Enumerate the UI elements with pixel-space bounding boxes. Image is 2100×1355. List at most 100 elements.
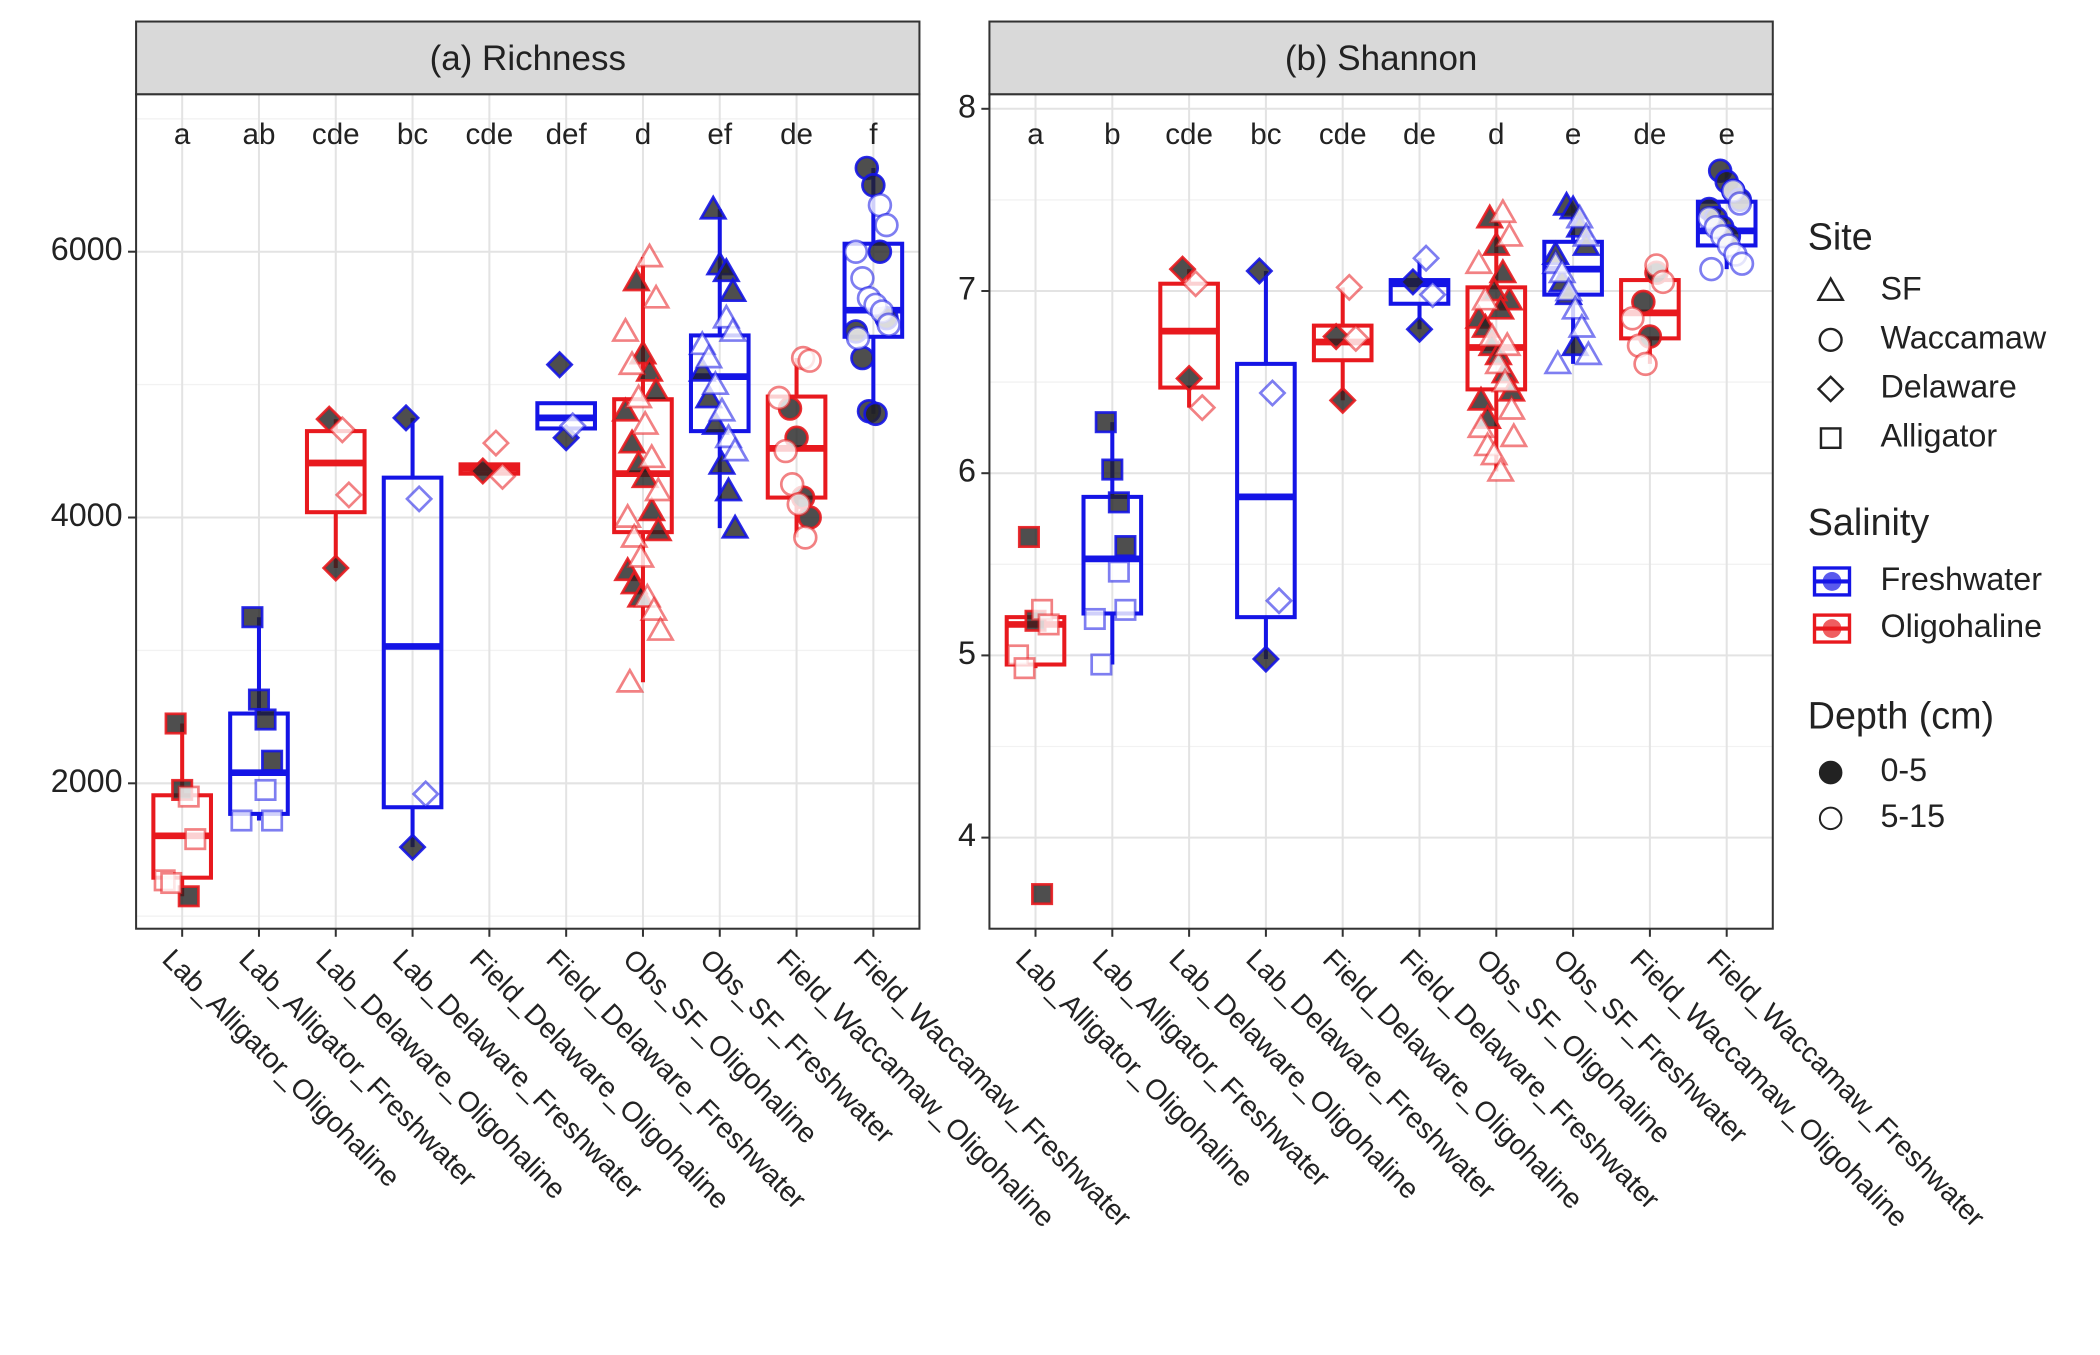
- point: [641, 376, 671, 402]
- point: [617, 349, 647, 376]
- y-tick-label: 4: [958, 817, 976, 853]
- point: [1090, 653, 1113, 676]
- point: [328, 415, 357, 444]
- point: [1017, 525, 1040, 549]
- significance-letter: d: [635, 118, 651, 151]
- legend-label: Freshwater: [1880, 561, 2042, 597]
- point: [398, 833, 427, 862]
- point: [247, 688, 271, 711]
- significance-letter: cde: [1165, 118, 1213, 151]
- point: [694, 383, 724, 409]
- point: [643, 515, 673, 542]
- point: [1466, 412, 1496, 439]
- point: [700, 369, 730, 396]
- point: [643, 476, 673, 502]
- point: [874, 212, 899, 238]
- point: [254, 708, 277, 731]
- point: [611, 316, 640, 342]
- point: [321, 553, 350, 583]
- significance-letter: cde: [312, 118, 360, 151]
- point: [488, 462, 517, 491]
- point: [1571, 221, 1601, 247]
- box: [1235, 361, 1297, 620]
- point: [843, 239, 869, 264]
- legend-title: Depth (cm): [1808, 695, 1994, 737]
- point: [1265, 586, 1294, 615]
- point: [1727, 191, 1753, 216]
- point: [411, 779, 440, 808]
- point: [1650, 269, 1676, 295]
- x-tick-label: Field_Waccamaw_Oligohaline: [1624, 943, 1915, 1234]
- point: [1565, 203, 1595, 229]
- point: [867, 192, 893, 218]
- point: [1418, 280, 1447, 309]
- point: [261, 749, 284, 772]
- point: [700, 409, 730, 435]
- point: [641, 283, 671, 309]
- point: [468, 456, 497, 486]
- point: [718, 316, 748, 342]
- point: [698, 194, 728, 220]
- point: [164, 712, 187, 735]
- x-tick-label: Field_Waccamaw_Freshwater: [1701, 943, 1992, 1234]
- y-tick-label: 8: [958, 88, 976, 124]
- point: [1175, 364, 1204, 393]
- point: [1497, 394, 1527, 420]
- legend-key: [1822, 572, 1842, 591]
- point: [630, 409, 660, 435]
- point: [720, 436, 750, 462]
- point: [615, 667, 645, 693]
- significance-letter: bc: [1250, 118, 1281, 151]
- strip: [135, 20, 921, 96]
- significance-letter: b: [1104, 118, 1120, 151]
- point: [1107, 491, 1130, 514]
- point: [1477, 321, 1507, 347]
- point: [1107, 560, 1130, 583]
- point: [1554, 276, 1584, 302]
- significance-letter: bc: [397, 118, 428, 151]
- point: [624, 383, 654, 409]
- legend-key: [1822, 619, 1842, 638]
- point: [793, 525, 818, 550]
- point: [315, 405, 344, 434]
- point: [646, 615, 675, 641]
- point: [1251, 645, 1280, 674]
- point: [1492, 330, 1522, 357]
- significance-letter: f: [869, 118, 878, 151]
- significance-letter: e: [1718, 118, 1734, 151]
- point: [766, 385, 792, 411]
- point: [1567, 312, 1597, 338]
- point: [1488, 257, 1518, 284]
- point: [1560, 330, 1590, 357]
- point: [1499, 421, 1529, 448]
- point: [1633, 351, 1658, 377]
- point: [1470, 285, 1500, 311]
- legend-label: Oligohaline: [1880, 608, 2042, 644]
- legend-symbol: [1818, 327, 1843, 352]
- point: [1490, 367, 1520, 393]
- legend-symbol: [1818, 806, 1843, 831]
- point: [639, 595, 669, 621]
- legend-label: Delaware: [1880, 369, 2016, 405]
- panel-title: (b) Shannon: [1285, 39, 1478, 78]
- point: [635, 242, 664, 268]
- significance-letter: de: [780, 118, 813, 151]
- point: [1488, 197, 1518, 224]
- point: [1494, 221, 1524, 247]
- point: [867, 239, 893, 264]
- point: [707, 449, 737, 475]
- point: [1031, 883, 1054, 906]
- point: [1181, 269, 1210, 298]
- point: [1168, 255, 1197, 284]
- significance-letter: e: [1565, 118, 1581, 151]
- legend-label: 0-5: [1880, 752, 1927, 788]
- point: [637, 442, 667, 469]
- point: [261, 809, 284, 832]
- point: [184, 828, 207, 851]
- legend-label: Alligator: [1880, 418, 1997, 454]
- significance-letter: ef: [707, 118, 732, 151]
- point: [711, 256, 741, 283]
- point: [545, 350, 574, 379]
- x-tick-label: Field_Waccamaw_Freshwater: [848, 943, 1139, 1234]
